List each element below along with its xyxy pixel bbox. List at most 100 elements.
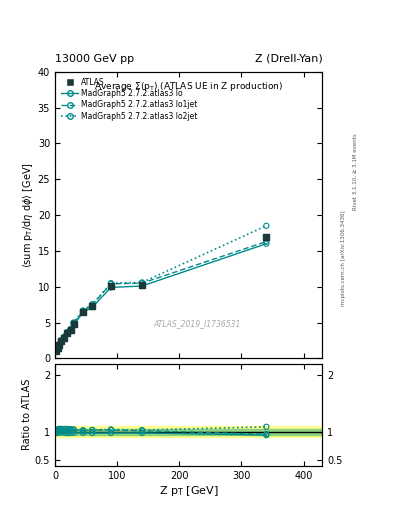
Point [70,320,77,328]
Point [61,332,68,340]
Point [108,426,114,434]
Legend: ATLAS, MadGraph5 2.7.2.atlas3 lo, MadGraph5 2.7.2.atlas3 lo1jet, MadGraph5 2.7.2: ATLAS, MadGraph5 2.7.2.atlas3 lo, MadGra… [59,75,200,123]
Point [68,429,74,437]
Point [108,425,114,434]
Point [64,328,71,336]
Point [56,425,62,434]
Point [58,337,64,346]
Point [58,336,64,345]
Point [53,346,59,354]
Point [89,429,95,437]
Point [56,340,62,349]
Point [80,426,86,434]
Point [54,344,61,352]
Point [53,426,59,434]
Text: Rivet 3.1.10, ≥ 3.1M events: Rivet 3.1.10, ≥ 3.1M events [353,134,358,210]
Point [54,429,61,437]
Point [58,337,64,345]
X-axis label: Z p$_\mathsf{T}$ [GeV]: Z p$_\mathsf{T}$ [GeV] [159,483,219,498]
Point [80,429,86,437]
Point [58,425,64,434]
Point [108,280,114,288]
Point [80,306,86,314]
Point [64,429,71,437]
Point [263,238,270,246]
Point [54,345,61,353]
Point [263,431,270,439]
Point [68,425,74,433]
Point [68,326,74,334]
Point [80,427,86,435]
Point [64,425,71,433]
Point [70,425,77,434]
Point [89,301,95,309]
Point [139,282,145,290]
Point [108,279,114,287]
Point [139,429,145,437]
Point [64,328,71,336]
Point [263,240,270,248]
Point [263,222,270,230]
Point [70,426,77,434]
Point [139,426,145,434]
Point [56,340,62,348]
Point [58,336,64,345]
Point [263,423,270,431]
Point [56,428,62,436]
Point [53,347,59,355]
Y-axis label: Ratio to ATLAS: Ratio to ATLAS [22,379,32,451]
Point [56,424,62,433]
Point [139,279,145,287]
Point [263,430,270,438]
Point [70,429,77,437]
Point [139,426,145,435]
Point [61,425,68,434]
Point [54,425,61,434]
Point [108,283,114,291]
Text: ATLAS_2019_I1736531: ATLAS_2019_I1736531 [153,319,241,329]
Point [70,321,77,329]
Point [80,309,86,317]
Point [80,307,86,315]
Point [108,282,114,290]
Point [53,347,59,355]
Point [64,330,71,338]
Text: 13000 GeV pp: 13000 GeV pp [55,54,134,64]
Point [54,344,61,352]
Point [58,428,64,436]
Point [139,281,145,289]
Point [89,426,95,434]
Text: Average $\Sigma$(p$_\mathsf{T}$) (ATLAS UE in Z production): Average $\Sigma$(p$_\mathsf{T}$) (ATLAS … [94,80,283,93]
Point [56,340,62,348]
Point [89,302,95,310]
Point [263,232,270,241]
Point [58,425,64,433]
Point [89,426,95,434]
Point [68,325,74,333]
Point [68,426,74,434]
Point [64,426,71,434]
Point [61,333,68,341]
Point [89,303,95,311]
Y-axis label: $\langle$sum p$_\mathsf{T}$/d$\eta$ d$\phi$$\rangle$ [GeV]: $\langle$sum p$_\mathsf{T}$/d$\eta$ d$\p… [21,162,35,268]
Point [53,426,59,435]
Point [70,319,77,327]
Point [80,308,86,316]
Point [54,344,61,352]
Point [56,341,62,349]
Point [68,326,74,334]
Point [108,429,114,437]
Text: Z (Drell-Yan): Z (Drell-Yan) [255,54,322,64]
Point [68,327,74,335]
Point [89,300,95,308]
Point [61,333,68,342]
Point [54,425,61,434]
Point [64,329,71,337]
Point [53,429,59,437]
Point [53,346,59,354]
Point [61,429,68,437]
Point [70,318,77,327]
Point [61,425,68,433]
Point [61,334,68,342]
Point [139,279,145,287]
